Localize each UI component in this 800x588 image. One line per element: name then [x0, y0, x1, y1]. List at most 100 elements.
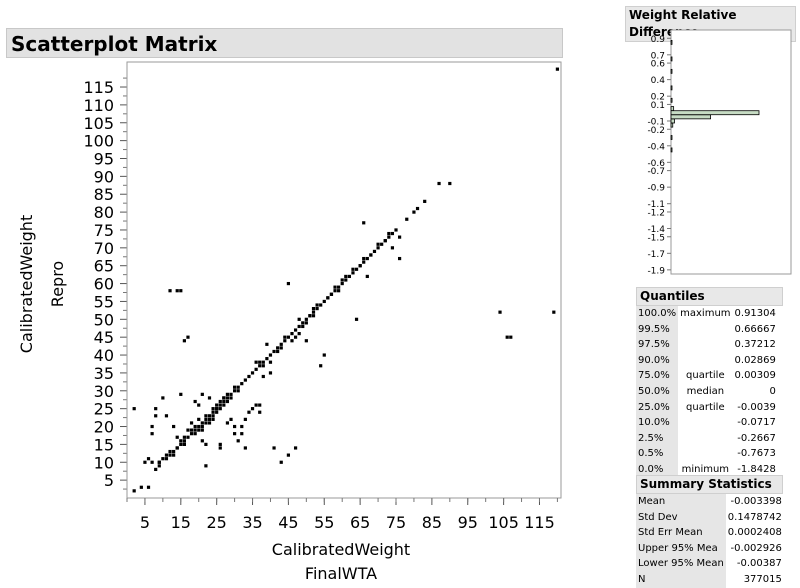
y-tick-label: 40	[94, 346, 114, 365]
scatter-point	[258, 360, 262, 364]
hist-tick-label: -0.6	[647, 159, 665, 169]
scatter-point	[240, 432, 244, 436]
scatter-point	[222, 403, 226, 407]
scatter-point	[207, 414, 212, 418]
scatter-point	[154, 407, 158, 411]
quantile-value: -1.8428	[737, 463, 776, 475]
scatter-point	[182, 339, 186, 343]
scatter-point	[254, 367, 258, 371]
scatter-point	[272, 349, 276, 354]
scatter-point	[365, 274, 369, 279]
quantile-row: 0.0% minimum -1.8428	[636, 461, 778, 478]
scatter-point	[225, 399, 230, 404]
quantile-value: 0.37212	[734, 339, 776, 351]
hist-tick-label: -0.7	[647, 167, 665, 177]
y-tick-label: 100	[83, 132, 114, 151]
hist-bar	[670, 97, 673, 103]
scatter-point	[164, 453, 169, 457]
scatter-point	[215, 410, 219, 414]
scatter-point	[301, 324, 305, 329]
scatter-point	[362, 221, 366, 225]
scatter-point	[448, 181, 452, 186]
x-tick-label: 25	[206, 513, 226, 532]
quantile-pct: 25.0%	[636, 399, 679, 416]
scatter-point	[272, 446, 276, 450]
hist-tick-label: -0.9	[647, 184, 665, 194]
y-tick-label: 90	[94, 167, 114, 186]
y-tick-label: 95	[94, 149, 114, 168]
scatter-point	[200, 392, 204, 396]
scatter-point	[182, 442, 186, 446]
x-tick-label: 5	[140, 513, 150, 532]
hist-tick-label: 0.7	[651, 51, 665, 61]
y-tick-marks	[120, 77, 127, 490]
scatter-point	[200, 421, 204, 425]
scatter-point	[333, 285, 337, 289]
quantile-value: 0	[769, 385, 776, 397]
x-tick-label: 85	[422, 513, 442, 532]
x-tick-label: 115	[524, 513, 555, 532]
hist-tick-label: 0.2	[651, 93, 665, 103]
hist-bar	[670, 118, 675, 124]
scatter-point	[211, 407, 215, 411]
scatter-point	[279, 342, 283, 346]
scatter-point	[218, 399, 222, 404]
scatter-point	[423, 199, 427, 203]
scatter-point	[240, 424, 244, 429]
scatter-point	[279, 346, 283, 350]
y-tick-label: 115	[83, 78, 114, 97]
scatter-point	[197, 424, 201, 429]
y-tick-label: 85	[94, 185, 114, 204]
scatter-point	[189, 421, 194, 425]
scatter-point	[258, 410, 262, 414]
summary-label: Mean	[636, 494, 726, 510]
scatter-point	[297, 324, 301, 329]
quantile-row: 0.5% -0.7673	[636, 446, 778, 462]
x-tick-label: 15	[171, 513, 191, 532]
scatter-point	[376, 242, 380, 246]
scatter-point	[175, 446, 179, 450]
scatter-point	[322, 299, 326, 304]
hist-tick-label: 0.6	[651, 60, 666, 70]
scatter-point	[390, 231, 395, 236]
hist-tick-label: -0.2	[647, 126, 665, 136]
scatter-point	[311, 310, 316, 314]
scatter-point	[268, 360, 273, 364]
hist-tick-label: -1.1	[647, 200, 665, 210]
scatter-point	[293, 335, 298, 339]
scatter-point	[412, 210, 416, 214]
scatter-point	[276, 346, 280, 350]
y-tick-label: 55	[94, 292, 114, 311]
scatter-point	[204, 442, 208, 446]
scatter-point	[236, 439, 240, 443]
summary-title: Summary Statistics	[636, 475, 783, 494]
scatter-point	[286, 335, 291, 339]
scatter-point	[179, 439, 183, 443]
scatter-point	[193, 399, 197, 404]
quantile-desc: quartile	[686, 370, 725, 382]
hist-bar	[670, 40, 673, 45]
hist-tick-label: 0.9	[651, 35, 666, 45]
scatter-point	[297, 317, 301, 321]
y-tick-label: 105	[83, 114, 114, 133]
scatter-point	[276, 349, 280, 354]
summary-value: -0.002926	[730, 542, 782, 554]
scatter-point	[337, 285, 341, 289]
quantile-pct: 99.5%	[636, 321, 679, 338]
scatter-point	[333, 289, 337, 293]
summary-label: Std Err Mean	[636, 525, 726, 541]
hist-tick-label: 0.1	[651, 101, 665, 111]
scatter-point	[383, 239, 387, 243]
scatter-point	[204, 414, 208, 418]
y-tick-label: 110	[83, 96, 114, 115]
scatter-point	[193, 424, 197, 429]
y-axis-label-line1: CalibratedWeight	[17, 215, 36, 353]
scatter-point	[243, 378, 247, 382]
quantiles-title: Quantiles	[636, 287, 783, 306]
scatter-point	[182, 439, 186, 443]
y-axis-label-line2: Repro	[48, 261, 67, 307]
scatter-point	[311, 314, 316, 318]
scatter-point	[354, 267, 359, 271]
scatter-point	[207, 421, 212, 425]
scatter-point	[175, 289, 179, 293]
